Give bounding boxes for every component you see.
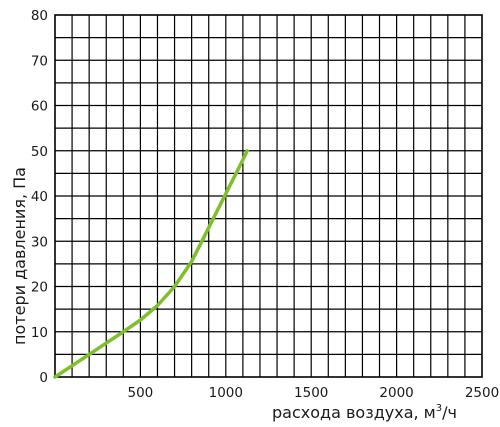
x-tick-label: 2500 [465, 385, 499, 401]
y-tick-label: 0 [39, 370, 48, 386]
y-tick-label: 40 [31, 189, 48, 205]
y-tick-label: 30 [31, 234, 48, 250]
y-tick-label: 70 [31, 53, 48, 69]
y-tick-label: 60 [31, 99, 48, 115]
x-axis-label-sup: 3 [436, 403, 442, 414]
x-axis-label-main: расхода воздуха, м [272, 403, 436, 422]
tick-labels: 0 10 20 30 40 50 60 70 80 500 1000 1500 2000 2500 [31, 8, 499, 401]
x-tick-label: 1000 [209, 385, 243, 401]
x-tick-label: 2000 [379, 385, 413, 401]
x-tick-label: 500 [128, 385, 154, 401]
y-tick-label: 20 [31, 280, 48, 296]
chart-grid [55, 15, 482, 377]
y-axis-label: потери давления, Па [10, 167, 29, 345]
series-group [53, 149, 249, 379]
x-axis-label-unit: /ч [442, 403, 457, 422]
x-axis-label: расхода воздуха, м3/ч [272, 403, 457, 422]
y-tick-label: 50 [31, 144, 48, 160]
series-line [53, 149, 249, 379]
y-tick-label: 80 [31, 8, 48, 24]
x-tick-label: 1500 [294, 385, 328, 401]
y-tick-label: 10 [31, 325, 48, 341]
plot-frame [54, 14, 483, 378]
